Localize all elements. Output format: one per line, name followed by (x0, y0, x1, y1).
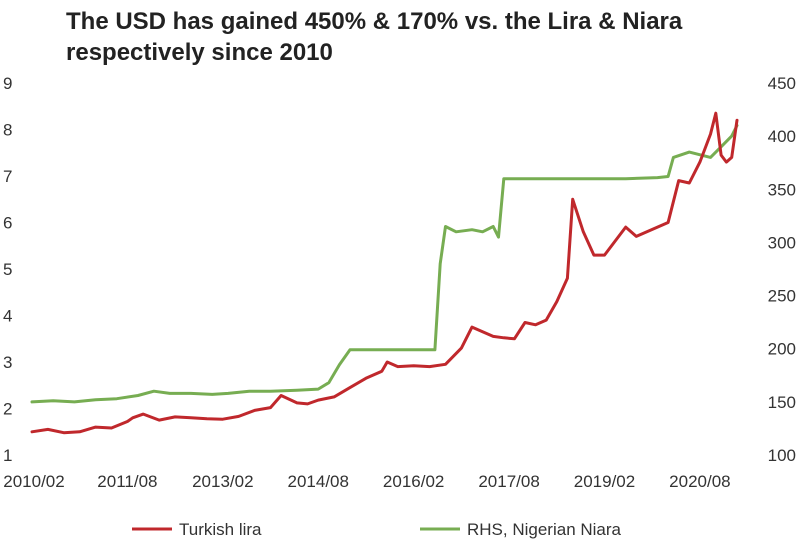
left-axis-tick-label: 9 (3, 74, 12, 93)
left-axis-tick-label: 2 (3, 400, 12, 419)
x-axis-tick-label: 2017/08 (478, 472, 539, 491)
x-axis-tick-label: 2016/02 (383, 472, 444, 491)
left-axis-tick-label: 5 (3, 260, 12, 279)
turkish-lira-line (30, 111, 739, 435)
right-axis-tick-label: 350 (768, 180, 796, 199)
right-axis-tick-label: 450 (768, 74, 796, 93)
left-axis-tick-label: 8 (3, 121, 12, 140)
left-axis-tick-label: 4 (3, 307, 12, 326)
left-axis-tick-label: 7 (3, 167, 12, 186)
nigerian-niara-line (30, 124, 739, 404)
x-axis-tick-label: 2019/02 (574, 472, 635, 491)
right-axis-tick-label: 200 (768, 340, 796, 359)
right-axis-ticks: 100 150 200 250 300 350 400 450 (768, 74, 796, 465)
x-axis-tick-label: 2014/08 (288, 472, 349, 491)
right-axis-tick-label: 100 (768, 446, 796, 465)
x-axis-tick-label: 2020/08 (669, 472, 730, 491)
legend-label: RHS, Nigerian Niara (467, 520, 622, 539)
left-axis-tick-label: 1 (3, 446, 12, 465)
right-axis-tick-label: 300 (768, 233, 796, 252)
right-axis-tick-label: 400 (768, 127, 796, 146)
chart-title: The USD has gained 450% & 170% vs. the L… (66, 8, 683, 66)
left-axis-tick-label: 3 (3, 353, 12, 372)
left-axis-tick-label: 6 (3, 214, 12, 233)
x-axis-tick-label: 2011/08 (97, 472, 157, 491)
x-axis-ticks: 2010/02 2011/08 2013/02 2014/08 2016/02 2017/… (3, 472, 730, 491)
x-axis-tick-label: 2010/02 (3, 472, 64, 491)
left-axis-ticks: 1 2 3 4 5 6 7 8 9 (3, 74, 12, 465)
x-axis-tick-label: 2013/02 (192, 472, 253, 491)
series-layer (30, 111, 739, 435)
legend-label: Turkish lira (179, 520, 262, 539)
legend: Turkish lira RHS, Nigerian Niara (132, 520, 622, 539)
right-axis-tick-label: 250 (768, 287, 796, 306)
right-axis-tick-label: 150 (768, 393, 796, 412)
